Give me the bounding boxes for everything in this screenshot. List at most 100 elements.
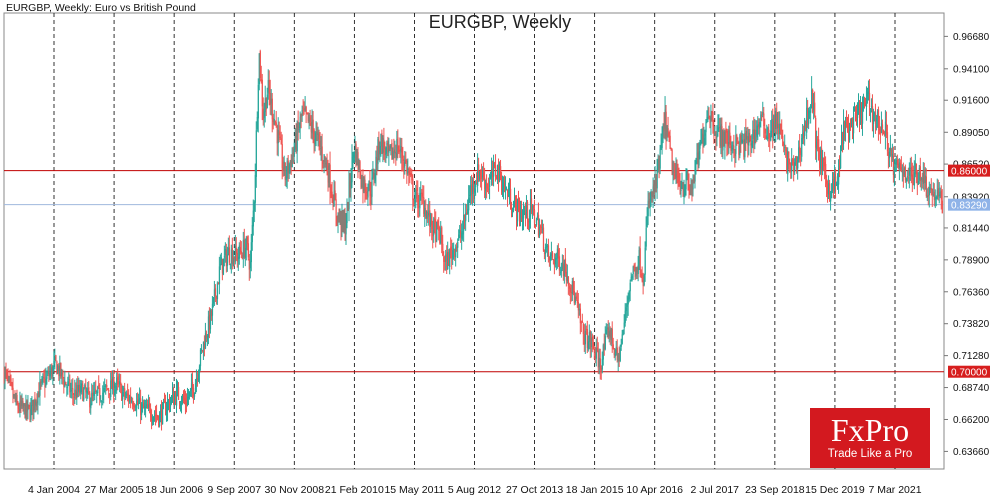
candle-body [842,132,844,145]
x-tick-label: 23 Sep 2018 [745,484,805,496]
candle-body [240,251,243,254]
candle-body [681,182,683,189]
candle-body [850,122,852,125]
candle-body [60,363,62,377]
candle-body [18,408,20,411]
candle-body [678,179,680,182]
candle-body [509,188,511,197]
candle-body [48,373,50,377]
candle-body [822,157,824,171]
candle-body [793,161,795,173]
candle-body [921,177,924,182]
candle-body [691,185,693,191]
candle-body [442,243,444,256]
candle-body [617,353,619,362]
candle-body [597,350,599,368]
candle-body [647,200,649,217]
candle-body [838,168,840,185]
candle-body [433,218,435,235]
candle-body [133,405,135,408]
candle-body [835,176,837,187]
candle-body [636,267,638,273]
candle-body [682,184,684,193]
chart-title: EURGBP, Weekly [429,12,571,32]
candle-body [795,156,797,164]
candle-body [618,353,620,361]
candle-body [190,383,193,391]
candle-body [773,115,775,140]
candle-body [642,280,644,286]
candle-body [91,392,93,405]
candle-body [293,148,295,157]
candle-body [511,210,513,213]
y-tick-label: 0.83920 [953,192,990,203]
candle-body [272,118,274,123]
candle-body [639,248,641,274]
candle-body [59,362,61,377]
candle-body [29,408,31,420]
candle-body [932,193,934,196]
x-tick-label: 21 Feb 2010 [325,484,384,496]
candle-body [801,138,803,157]
candle-body [307,112,309,122]
candle-body [455,247,457,258]
candle-body [177,386,180,401]
candle-body [889,147,892,151]
candle-body [751,140,753,148]
candle-body [93,391,95,396]
candle-body [104,385,106,387]
candle-body [720,124,722,148]
level-label-bg [948,365,990,378]
candle-body [115,385,117,391]
candle-body [831,190,833,199]
candle-body [215,295,218,299]
candle-body [252,210,254,227]
candle-body [165,402,167,415]
candle-body [312,119,314,132]
candle-body [370,194,372,198]
candle-body [576,300,579,304]
candle-body [790,162,792,172]
candle-body [927,195,929,197]
x-tick-label: 18 Jan 2015 [566,484,624,496]
candle-body [687,177,689,187]
candle-body [514,198,516,206]
candle-body [672,170,674,176]
candle-body [85,386,87,393]
candle-body [197,373,200,382]
candle-body [411,174,413,181]
candle-body [876,111,879,118]
candle-body [856,107,859,118]
candle-body [864,102,867,107]
candle-body [298,129,300,131]
candle-body [302,107,304,109]
candle-body [859,103,862,119]
candle-body [308,115,310,122]
candle-body [205,334,208,339]
candle-body [785,148,787,151]
candle-body [632,266,634,275]
candle-body [157,415,159,418]
candle-body [477,164,479,186]
candle-body [338,214,340,219]
candle-body [538,226,541,237]
candle-body [135,408,137,410]
candle-body [462,230,464,235]
candle-body [422,196,424,198]
candle-body [594,352,596,359]
candle-body [873,113,876,115]
candle-body [933,191,935,201]
candle-body [405,160,407,162]
candle-body [281,144,283,168]
candle-body [278,131,280,136]
candle-body [587,341,589,350]
candle-body [57,366,59,373]
candle-body [290,159,292,168]
candle-body [712,112,714,127]
candle-body [854,109,857,113]
candle-body [418,206,420,208]
candle-body [752,129,754,140]
candle-body [512,212,514,214]
candle-body [871,106,874,122]
candle-body [466,212,468,215]
